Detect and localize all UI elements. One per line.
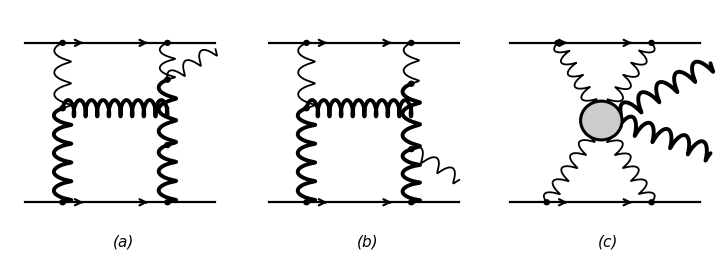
Circle shape [60,200,66,205]
Circle shape [408,147,414,152]
Circle shape [304,40,309,45]
Circle shape [60,40,66,45]
Circle shape [408,81,414,86]
Circle shape [408,200,414,205]
Text: (c): (c) [598,235,618,250]
Circle shape [408,40,414,45]
Circle shape [581,101,622,140]
Circle shape [60,106,66,111]
Circle shape [165,143,170,148]
Circle shape [165,40,170,45]
Circle shape [165,77,170,82]
Circle shape [649,200,654,205]
Circle shape [304,106,309,111]
Circle shape [544,200,550,205]
Circle shape [304,200,309,205]
Circle shape [165,200,170,205]
Circle shape [649,40,654,45]
Circle shape [555,40,561,45]
Text: (b): (b) [357,235,379,250]
Text: (a): (a) [113,235,135,250]
